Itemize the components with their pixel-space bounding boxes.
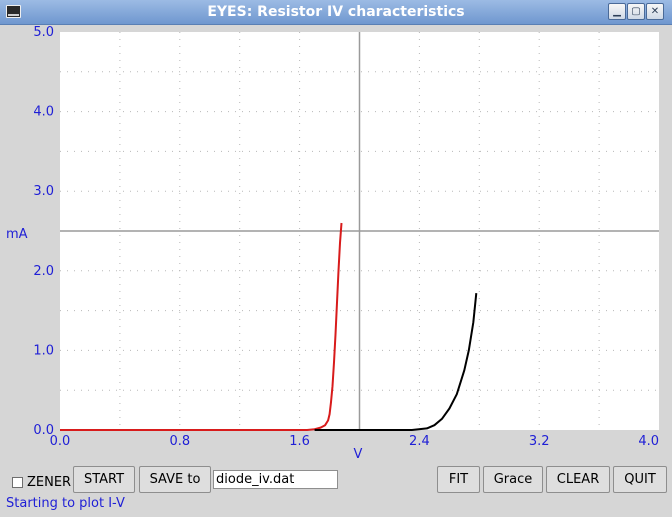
x-tick-label: 4.0 xyxy=(638,434,659,449)
minimize-icon[interactable]: ▁ xyxy=(608,3,626,20)
save-to-button[interactable]: SAVE to xyxy=(139,466,211,493)
y-axis-label: mA xyxy=(6,227,28,242)
series-line-1 xyxy=(60,222,343,431)
status-text: Starting to plot I-V xyxy=(6,496,125,511)
clear-button[interactable]: CLEAR xyxy=(546,466,610,493)
crosshair-cursor xyxy=(60,32,659,430)
zener-checkbox[interactable] xyxy=(12,477,23,488)
zener-label: ZENER xyxy=(27,475,72,490)
window-title: EYES: Resistor IV characteristics xyxy=(207,4,465,20)
close-icon[interactable]: ✕ xyxy=(646,3,664,20)
quit-button[interactable]: QUIT xyxy=(613,466,667,493)
title-bar[interactable]: EYES: Resistor IV characteristics ▁ ▢ ✕ xyxy=(0,0,672,25)
x-tick-label: 2.4 xyxy=(409,434,430,449)
grace-button[interactable]: Grace xyxy=(483,466,543,493)
y-tick-label: 0.0 xyxy=(33,423,54,438)
maximize-icon[interactable]: ▢ xyxy=(627,3,645,20)
plot-series xyxy=(60,222,478,431)
x-tick-label: 0.8 xyxy=(169,434,190,449)
fit-button[interactable]: FIT xyxy=(437,466,480,493)
x-tick-label: 1.6 xyxy=(289,434,310,449)
y-tick-label: 3.0 xyxy=(33,184,54,199)
y-tick-label: 5.0 xyxy=(33,25,54,40)
y-tick-label: 1.0 xyxy=(33,343,54,358)
y-tick-labels: 0.0 1.0 2.0 3.0 4.0 5.0 xyxy=(33,25,54,438)
x-axis-label: V xyxy=(354,447,363,462)
series-line-2 xyxy=(314,292,478,431)
y-tick-label: 2.0 xyxy=(33,264,54,279)
app-icon[interactable] xyxy=(6,5,21,18)
iv-plot: 0.0 0.8 1.6 2.4 3.2 4.0 0.01.02.03.04.05.0 V … xyxy=(6,25,659,462)
y-tick-label: 4.0 xyxy=(33,105,54,120)
x-tick-label: 3.2 xyxy=(529,434,550,449)
filename-input[interactable] xyxy=(213,470,338,489)
start-button[interactable]: START xyxy=(73,466,135,493)
x-tick-label: 0.0 xyxy=(50,434,71,449)
x-tick-labels: 0.0 0.8 1.6 2.4 3.2 4.0 xyxy=(50,434,659,449)
